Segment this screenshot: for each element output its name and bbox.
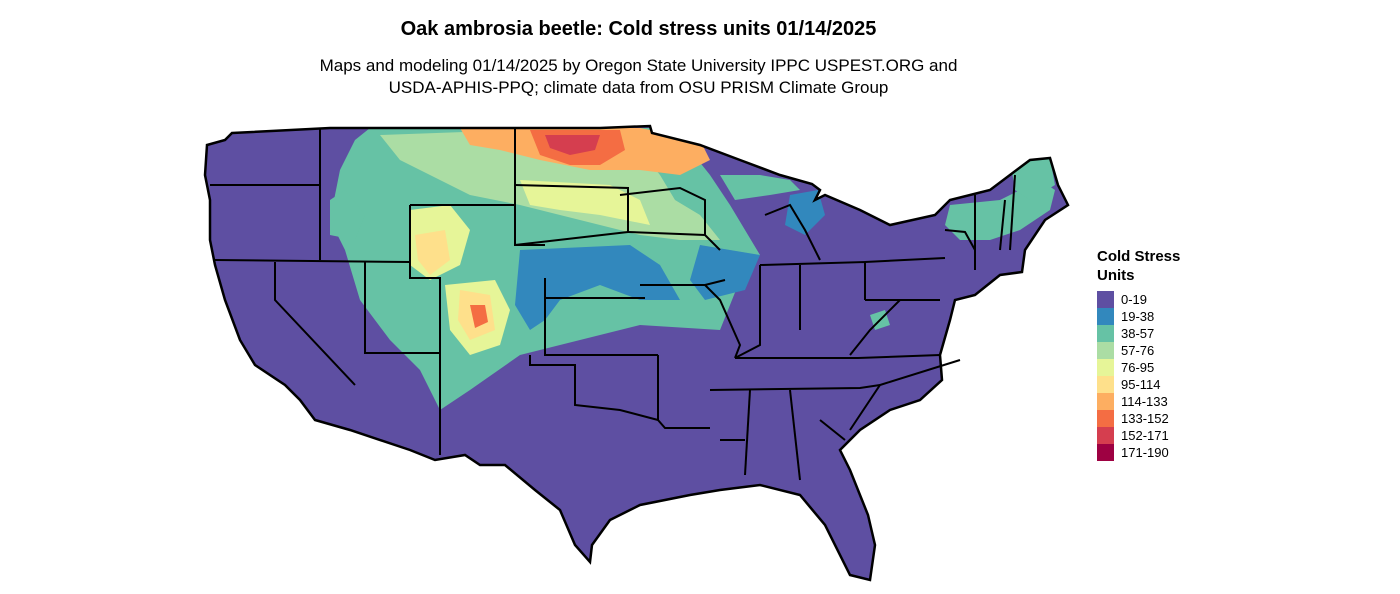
legend-swatch [1097,325,1114,342]
zone-76-95-dakotas [520,180,650,225]
legend-swatch [1097,342,1114,359]
subtitle-line-1: Maps and modeling 01/14/2025 by Oregon S… [319,56,958,75]
legend-item: 133-152 [1097,410,1180,427]
legend-item: 76-95 [1097,359,1180,376]
zone-38-57-idaho [330,190,365,240]
zone-133-152-colorado [470,305,488,328]
legend-item: 152-171 [1097,427,1180,444]
legend-items: 0-19 19-38 38-57 57-76 76-95 95-114 114-133 133… [1097,291,1180,461]
legend-item: 95-114 [1097,376,1180,393]
legend-label: 0-19 [1121,292,1148,307]
us-cold-stress-map [203,124,1070,582]
legend-swatch [1097,376,1114,393]
legend-item: 57-76 [1097,342,1180,359]
map-subtitle: Maps and modeling 01/14/2025 by Oregon S… [0,55,1277,99]
legend-label: 171-190 [1121,445,1169,460]
legend-swatch [1097,444,1114,461]
legend-swatch [1097,291,1114,308]
zone-38-57-maine [1010,158,1055,200]
legend-label: 38-57 [1121,326,1155,341]
legend-label: 19-38 [1121,309,1155,324]
legend-swatch [1097,359,1114,376]
legend-swatch [1097,308,1114,325]
legend-item: 0-19 [1097,291,1180,308]
legend-swatch [1097,393,1114,410]
legend-label: 57-76 [1121,343,1155,358]
legend-title: Cold Stress Units [1097,247,1180,285]
legend-item: 114-133 [1097,393,1180,410]
legend-title-line-1: Cold Stress [1097,248,1181,265]
map-title: Oak ambrosia beetle: Cold stress units 0… [400,18,877,40]
legend: Cold Stress Units 0-19 19-38 38-57 57-76 76-… [1097,247,1180,461]
zone-152-171 [545,135,600,155]
zone-19-38-plains [515,245,680,330]
legend-item: 38-57 [1097,325,1180,342]
legend-label: 114-133 [1121,394,1168,409]
zone-38-57-upper-peninsula [720,175,800,200]
legend-swatch [1097,427,1114,444]
legend-label: 133-152 [1121,411,1169,426]
legend-label: 95-114 [1121,377,1161,392]
subtitle-line-2: USDA-APHIS-PPQ; climate data from OSU PR… [388,78,889,97]
legend-item: 19-38 [1097,308,1180,325]
legend-label: 152-171 [1121,428,1169,443]
legend-item: 171-190 [1097,444,1180,461]
legend-swatch [1097,410,1114,427]
legend-title-line-2: Units [1097,267,1135,284]
legend-label: 76-95 [1121,360,1155,375]
zone-95-114-wyoming [415,230,450,275]
state-boundaries [210,128,1016,481]
